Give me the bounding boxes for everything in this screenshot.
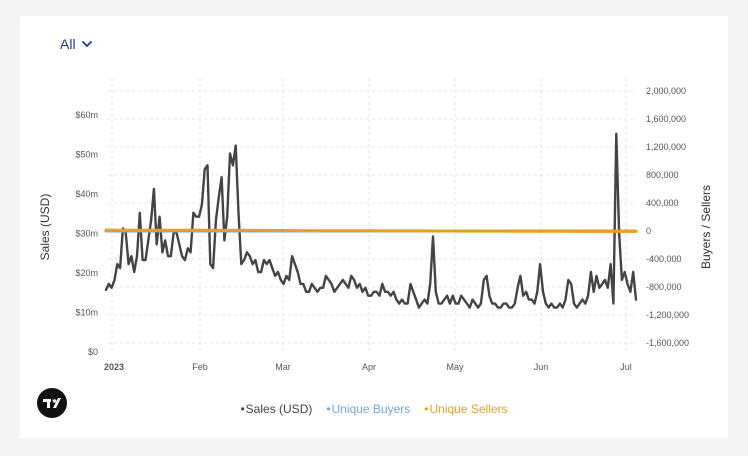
y-right-tick-label: -1,600,000 xyxy=(646,338,689,348)
y-right-tick-label: -800,000 xyxy=(646,282,682,292)
legend-item-sales[interactable]: • Sales (USD) xyxy=(240,402,312,416)
y-right-tick-label: -1,200,000 xyxy=(646,310,689,320)
x-tick-label: Feb xyxy=(192,362,208,372)
chevron-down-icon xyxy=(81,40,92,47)
y-right-tick-label: 400,000 xyxy=(646,198,679,208)
range-dropdown[interactable]: All xyxy=(60,34,92,54)
y-left-tick-label: $40m xyxy=(75,189,98,199)
y-left-tick-label: $0 xyxy=(88,347,98,357)
y-left-tick-label: $30m xyxy=(75,229,98,239)
y-right-tick-label: 0 xyxy=(646,226,651,236)
y-right-tick-label: -400,000 xyxy=(646,254,682,264)
y-right-tick-label: 1,200,000 xyxy=(646,142,686,152)
legend-label: Sales (USD) xyxy=(245,402,313,416)
y-left-tick-label: $10m xyxy=(75,308,98,318)
y-right-tick-label: 800,000 xyxy=(646,170,679,180)
legend-label: Unique Sellers xyxy=(429,402,508,416)
x-tick-label: Apr xyxy=(362,362,376,372)
y-right-axis-title: Buyers / Sellers xyxy=(699,185,713,269)
series-line-sales-usd- xyxy=(104,132,638,309)
chart-legend: • Sales (USD) • Unique Buyers • Unique Sell… xyxy=(0,402,748,416)
x-tick-label: 2023 xyxy=(104,362,124,372)
y-right-tick-label: 1,600,000 xyxy=(646,114,686,124)
legend-label: Unique Buyers xyxy=(331,402,411,416)
legend-item-unique-buyers[interactable]: • Unique Buyers xyxy=(326,402,410,416)
y-left-tick-label: $60m xyxy=(75,110,98,120)
x-tick-label: Mar xyxy=(275,362,291,372)
legend-marker: • xyxy=(424,402,429,416)
x-tick-label: May xyxy=(446,362,464,372)
x-tick-label: Jul xyxy=(620,362,632,372)
y-left-tick-label: $50m xyxy=(75,150,98,160)
series-line-unique-sellers xyxy=(104,228,638,233)
legend-marker: • xyxy=(240,402,245,416)
y-left-tick-label: $20m xyxy=(75,268,98,278)
x-tick-label: Jun xyxy=(534,362,549,372)
legend-marker: • xyxy=(326,402,331,416)
legend-item-unique-sellers[interactable]: • Unique Sellers xyxy=(424,402,507,416)
range-dropdown-label: All xyxy=(60,36,76,52)
tradingview-logo xyxy=(37,388,67,418)
y-left-axis-title: Sales (USD) xyxy=(38,194,52,261)
y-right-tick-label: 2,000,000 xyxy=(646,86,686,96)
